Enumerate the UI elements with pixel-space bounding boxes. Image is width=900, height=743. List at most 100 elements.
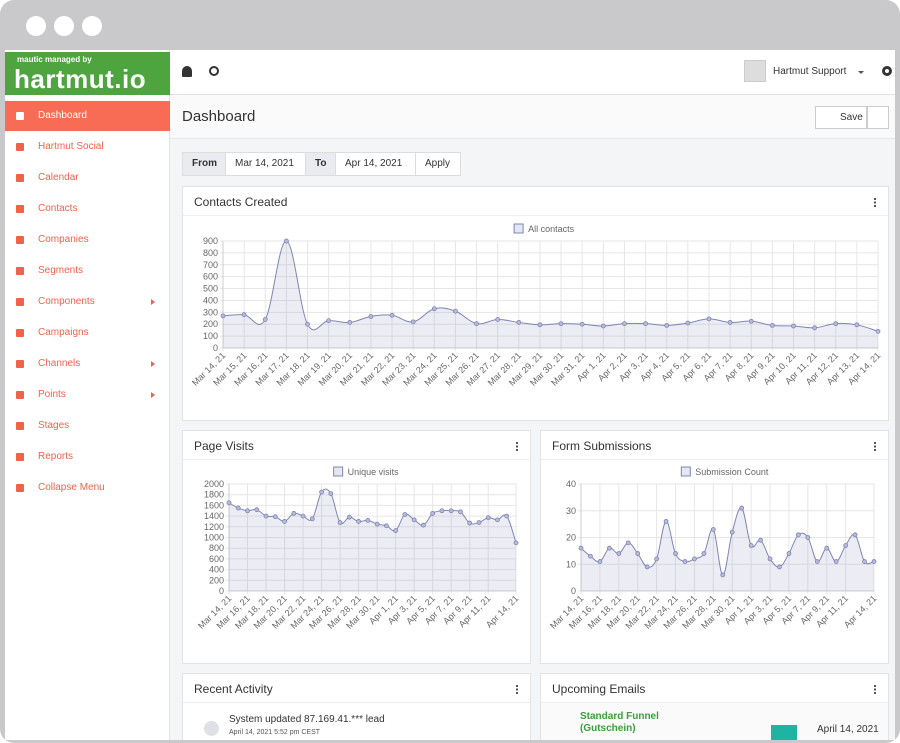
point [282,519,287,524]
point [430,511,436,516]
point [805,535,811,540]
search-icon[interactable] [209,66,219,76]
logo-tagline: mautic managed by [17,55,92,64]
from-input[interactable]: Mar 14, 2021 [225,152,306,176]
point [326,318,332,324]
point [812,325,818,331]
save-dropdown[interactable] [867,106,889,129]
from-label: From [182,152,226,176]
menu-icon [16,143,24,151]
menu-icon [16,453,24,461]
kebab-menu[interactable] [516,685,518,694]
kebab-menu[interactable] [874,685,876,694]
menu-item[interactable]: Hartmut Social [5,132,170,162]
point [777,564,782,570]
point [843,543,849,548]
menu-item[interactable]: Companies [5,225,170,255]
point [875,328,881,334]
menu-icon [16,391,24,399]
point [448,508,454,514]
point [220,313,226,319]
settings-icon[interactable] [882,66,892,76]
kebab-menu[interactable] [516,442,518,451]
upcoming-emails-panel: Upcoming Emails Standard Funnel (Gutsche… [540,673,889,740]
menu-item[interactable]: Calendar [5,163,170,193]
divider [183,459,530,460]
bell-icon[interactable] [182,66,192,77]
submenu-arrow [151,361,155,367]
y-tick-label: 300 [203,307,218,317]
point [622,321,627,327]
point [795,532,801,538]
menu-item[interactable]: Segments [5,256,170,286]
logo[interactable]: mautic managed by hartmut.io [5,52,170,95]
menu-item[interactable]: Campaigns [5,318,170,348]
point [854,322,860,328]
title-bar: Dashboard Save [170,95,895,139]
activity-text: System updated 87.169.41.*** lead [229,714,385,725]
menu-item[interactable]: Points [5,380,170,410]
to-label: To [305,152,336,176]
avatar[interactable] [744,60,766,82]
menu-label: Hartmut Social [38,141,104,152]
point [254,507,260,513]
legend-label: All contacts [528,224,575,234]
point [786,551,792,556]
point [537,322,543,328]
submenu-arrow [151,392,155,398]
point [643,321,648,327]
menu-label: Segments [38,265,84,276]
menu-item[interactable]: Components [5,287,170,317]
point [606,545,612,551]
activity-icon [204,721,219,736]
submenu-arrow [151,299,155,305]
point [513,540,519,546]
menu-item[interactable]: Reports [5,442,170,472]
point [579,321,585,327]
point [710,527,716,532]
point [862,559,867,564]
point [328,491,334,497]
page-title: Dashboard [182,108,256,125]
menu-icon [16,112,24,120]
menu-item[interactable]: Channels [5,349,170,379]
menu-icon [16,174,24,182]
y-tick-label: 0 [219,586,224,596]
point [368,314,374,319]
recent-activity-panel: Recent Activity System updated 87.169.41… [182,673,531,740]
to-input[interactable]: Apr 14, 2021 [335,152,416,176]
email-name[interactable]: Standard Funnel (Gutschein) [580,711,659,734]
menu-label: Channels [38,358,81,369]
point [706,316,712,322]
point [453,308,458,314]
save-button[interactable]: Save [815,106,867,129]
y-tick-label: 600 [203,272,218,282]
panel-title: Contacts Created [194,195,288,209]
kebab-menu[interactable] [874,442,876,451]
point [291,511,297,516]
menu-icon [16,329,24,337]
window-dot [26,16,46,36]
point [309,516,315,522]
menu-icon [16,267,24,275]
menu-item[interactable]: Collapse Menu [5,473,170,503]
menu-item[interactable]: Stages [5,411,170,441]
user-name[interactable]: Hartmut Support [773,66,847,77]
point [791,323,796,329]
apply-button[interactable]: Apply [415,152,461,176]
menu-item[interactable]: Contacts [5,194,170,224]
point [421,522,426,528]
menu-item[interactable]: Dashboard [5,101,170,131]
point [625,540,631,546]
point [673,551,678,556]
point [748,318,754,324]
point [739,505,745,511]
point [389,312,395,318]
legend-swatch [333,466,344,477]
y-tick-label: 1200 [204,522,224,532]
menu-label: Stages [38,420,70,431]
kebab-menu[interactable] [874,198,876,207]
